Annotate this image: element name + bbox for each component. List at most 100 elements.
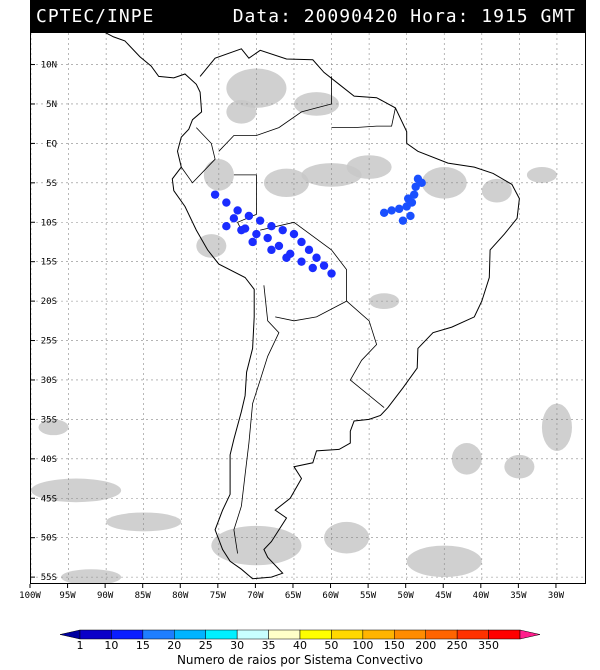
title-bar: CPTEC/INPE Data: 20090420 Hora: 1915 GMT [30,0,586,32]
lightning-cell [222,222,231,231]
colorbar-bin [268,629,301,640]
colorbar-bin [331,629,364,640]
lightning-cell [210,190,220,199]
country-border [233,174,257,231]
lon-tick-label: 30W [548,591,565,601]
cloud-patch [481,178,512,203]
lightning-cell [403,194,413,203]
amazon-west-system [210,190,336,278]
cloud-patch [421,167,467,199]
lon-tick-label: 85W [135,591,152,601]
lightning-cell [379,208,389,217]
convective-systems-layer [210,174,426,278]
colorbar-bin [79,629,112,640]
lightning-cell [417,178,426,188]
lightning-cell [297,257,306,266]
lightning-cell [398,216,408,225]
lon-tick-label: 100W [19,591,41,601]
colorbar-bin-label: 25 [199,639,213,650]
lightning-cell [233,206,242,215]
lightning-cell [327,269,336,278]
lightning-cell [289,229,299,239]
colorbar-bin-label: 350 [478,639,499,650]
lon-tick-label: 60W [322,591,339,601]
lightning-cell [229,214,239,223]
lon-tick-label: 95W [59,591,76,601]
colorbar-bin-label: 30 [230,639,244,650]
cloud-patch [61,569,122,583]
colorbar-bin-label: 15 [136,639,150,650]
colorbar: 1 10 15 20 25 30 35 40 50 100 150 200 250 350 [59,629,541,650]
lat-tick-label: 10N [41,61,57,71]
datetime-label: Data: 20090420 Hora: 1915 GMT [232,6,576,27]
longitude-labels: 100W 95W 90W 85W 80W 75W 70W 65W 60W 55W 50W 45W 40W… [19,584,565,601]
northeast-system [379,174,426,225]
lightning-cell [255,216,265,225]
lightning-cell [248,237,257,247]
lightning-cell [267,245,276,255]
colorbar-bins: 1 10 15 20 25 30 35 40 50 100 150 200 250 350 [59,629,541,650]
lightning-cell [252,229,261,239]
colorbar-bin-label: 1 [77,639,84,650]
lightning-cell [222,198,231,207]
lat-tick-label: 45S [41,494,57,504]
lightning-cell [244,211,254,221]
colorbar-bin [456,629,489,640]
source-label: CPTEC/INPE [36,6,155,27]
lightning-cell [263,233,272,243]
lat-tick-label: 25S [41,337,57,347]
colorbar-bin [362,629,395,640]
lat-tick-label: 50S [41,534,57,544]
lat-tick-label: 55S [41,573,57,583]
country-border [260,221,385,408]
lightning-cell [278,225,287,235]
lat-tick-label: 40S [41,455,57,465]
colorbar-bin [425,629,458,640]
lon-tick-label: 35W [510,591,527,601]
country-border [218,76,332,152]
lightning-cell [297,237,306,247]
colorbar-bin [236,629,269,640]
lon-tick-label: 50W [398,591,415,601]
lon-tick-label: 65W [285,591,302,601]
latitude-labels: 10N 5N EQ 5S 10S 15S 20S 25S 30S 35S 40S 45S 50S 55S [31,61,57,583]
colorbar-bin [142,629,175,640]
colorbar-bin-label: 35 [262,639,276,650]
lightning-cell [267,222,276,231]
lightning-cell [409,190,419,199]
lat-tick-label: 20S [41,297,57,307]
colorbar-caption: Numero de raios por Sistema Convectivo [176,653,424,667]
lightning-cell [319,261,329,270]
colorbar-bin-label: 200 [415,639,436,650]
coastline-layer [105,33,520,580]
cloud-patch [211,525,302,566]
lightning-cell [312,253,321,262]
lat-tick-label: 15S [41,258,57,268]
colorbar-bin [174,629,206,640]
lightning-cell [237,225,246,235]
cloud-patch [526,167,557,183]
colorbar-bin-label: 150 [384,639,405,650]
longitude-axis: 100W 95W 90W 85W 80W 75W 70W 65W 60W 55W 50W 45W 40W… [19,584,565,601]
lat-tick-label: 35S [41,415,57,425]
colorbar-bin [488,629,521,640]
lon-tick-label: 55W [360,591,377,601]
map-frame: 10N 5N EQ 5S 10S 15S 20S 25S 30S 35S 40S 45S 50S 55S [30,32,586,584]
country-border [180,127,216,184]
colorbar-bin [299,629,332,640]
lon-tick-label: 70W [247,591,264,601]
cloud-patch [31,478,122,503]
lon-tick-label: 75W [210,591,227,601]
colorbar-bin-label: 100 [352,639,373,650]
colorbar-bin-label: 20 [167,639,181,650]
lon-tick-label: 40W [473,591,490,601]
coastline [105,33,520,580]
cloud-patch [38,419,69,436]
colorbar-bin-label: 250 [447,639,468,650]
cloud-patch [106,512,182,532]
lightning-cell [387,206,396,215]
cloud-layer [31,68,572,583]
lat-tick-label: EQ [46,139,57,149]
lightning-cell [274,241,284,251]
cloud-patch [406,545,482,578]
